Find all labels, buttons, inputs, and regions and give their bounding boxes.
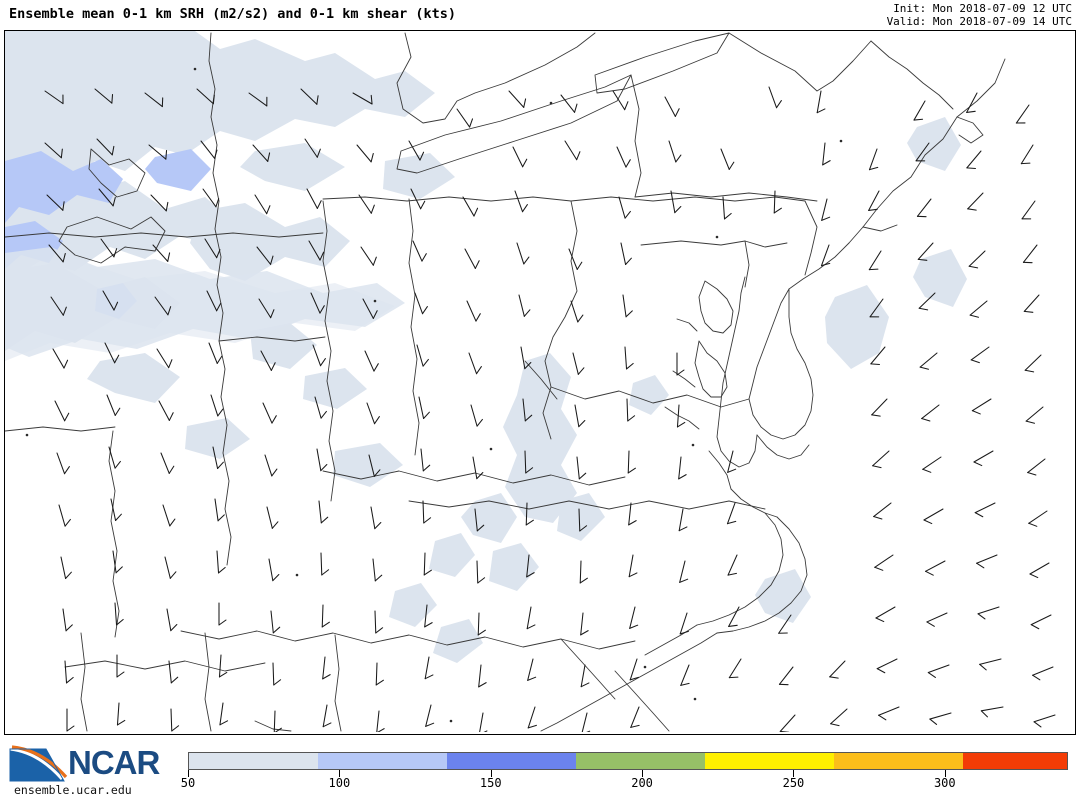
init-time: Init: Mon 2018-07-09 12 UTC <box>893 2 1072 15</box>
ncar-logo-text: NCAR <box>68 744 160 781</box>
colorbar-band-400 <box>963 753 1068 769</box>
map-panel <box>4 30 1076 735</box>
wind-barb-field <box>44 86 1056 732</box>
colorbar-band-50 <box>189 753 319 769</box>
valid-time: Valid: Mon 2018-07-09 14 UTC <box>886 15 1072 28</box>
timestamp-block: Init: Mon 2018-07-09 12 UTC Valid: Mon 2… <box>887 2 1072 28</box>
page-title: Ensemble mean 0-1 km SRH (m2/s2) and 0-1… <box>9 6 457 22</box>
colorbar-band-150 <box>447 753 577 769</box>
footer-bar: NCAR ensemble.ucar.edu 50 100 150 200 250 300… <box>0 735 1080 800</box>
srh-shading-50 <box>5 31 967 663</box>
colorbar-label-100: 100 <box>328 776 351 790</box>
colorbar-tick-200 <box>642 770 644 777</box>
calm-station-markers <box>25 67 843 723</box>
colorbar-tick-250 <box>793 770 795 777</box>
colorbar-tick-150 <box>490 770 492 777</box>
ncar-logo-url: ensemble.ucar.edu <box>14 783 132 797</box>
great-lakes <box>5 247 405 357</box>
colorbar-tick-100 <box>339 770 341 777</box>
colorbar-label-250: 250 <box>782 776 805 790</box>
colorbar-band-300 <box>834 753 964 769</box>
colorbar-band-100 <box>318 753 448 769</box>
ncar-logo[interactable]: NCAR ensemble.ucar.edu <box>6 743 181 797</box>
colorbar-label-50: 50 <box>180 776 196 790</box>
colorbar-label-300: 300 <box>933 776 956 790</box>
weather-map <box>5 31 1056 732</box>
header-bar: Ensemble mean 0-1 km SRH (m2/s2) and 0-1… <box>0 0 1080 30</box>
ncar-logo-mark <box>9 745 68 782</box>
colorbar-label-200: 200 <box>631 776 653 790</box>
colorbar-band-200 <box>576 753 706 769</box>
colorbar-label-150: 150 <box>479 776 502 790</box>
colorbar-tick-50 <box>188 770 189 777</box>
colorbar[interactable]: 50100150200250300400 <box>181 752 1068 794</box>
colorbar-tick-300 <box>944 770 946 777</box>
colorbar-band-250 <box>705 753 835 769</box>
colorbar-gradient <box>188 752 1068 770</box>
